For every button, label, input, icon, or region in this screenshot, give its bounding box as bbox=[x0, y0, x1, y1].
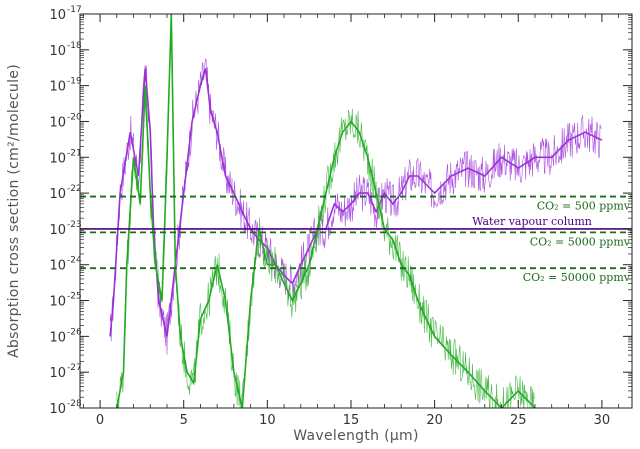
series-water-line bbox=[109, 68, 603, 337]
x-tick-label: 10 bbox=[259, 413, 276, 428]
x-tick-label: 15 bbox=[343, 413, 360, 428]
y-tick-exponent: -26 bbox=[67, 327, 82, 337]
x-tick-label: 20 bbox=[426, 413, 443, 428]
x-tick-label: 5 bbox=[180, 413, 188, 428]
reference-line-label-3: CO₂ = 50000 ppmv bbox=[523, 271, 631, 284]
y-tick-exponent: -24 bbox=[67, 256, 82, 266]
y-tick-exponent: -20 bbox=[67, 112, 82, 122]
reference-lines-layer bbox=[80, 195, 632, 270]
y-tick-exponent: -22 bbox=[67, 184, 82, 194]
reference-line-label-4: Water vapour column bbox=[472, 215, 592, 228]
y-tick-exponent: -19 bbox=[67, 77, 82, 87]
x-tick-label: 30 bbox=[594, 413, 611, 428]
y-tick-label: 10 bbox=[49, 366, 66, 381]
y-tick-label: 10 bbox=[49, 187, 66, 202]
y-tick-exponent: -23 bbox=[67, 220, 82, 230]
y-tick-exponent: -17 bbox=[67, 5, 82, 15]
y-tick-label: 10 bbox=[49, 151, 66, 166]
y-tick-exponent: -25 bbox=[67, 292, 82, 302]
series-water-spectrum bbox=[109, 58, 602, 355]
y-tick-label: 10 bbox=[49, 295, 66, 310]
series-layer bbox=[109, 14, 603, 408]
reference-line-label-2: CO₂ = 5000 ppmv bbox=[530, 235, 631, 248]
y-tick-label: 10 bbox=[49, 402, 66, 417]
x-tick-label: 0 bbox=[96, 413, 104, 428]
y-tick-label: 10 bbox=[49, 223, 66, 238]
label-layer: CO₂ = 500 ppmv CO₂ = 5000 ppmv CO₂ = 50000… bbox=[6, 64, 631, 444]
y-axis-title: Absorption cross section (cm²/molecule) bbox=[6, 64, 22, 358]
y-tick-label: 10 bbox=[49, 259, 66, 274]
y-tick-exponent: -18 bbox=[67, 41, 82, 51]
reference-line-label-1: CO₂ = 500 ppmv bbox=[537, 200, 631, 213]
y-tick-exponent: -27 bbox=[67, 363, 82, 373]
y-tick-exponent: -21 bbox=[67, 148, 82, 158]
x-axis-title: Wavelength (μm) bbox=[293, 428, 418, 444]
series-co2-line bbox=[116, 14, 536, 408]
y-tick-label: 10 bbox=[49, 80, 66, 95]
y-tick-exponent: -28 bbox=[67, 399, 82, 409]
plot-border bbox=[79, 13, 633, 409]
y-tick-label: 10 bbox=[49, 8, 66, 23]
plot-frame bbox=[79, 13, 633, 409]
y-tick-label: 10 bbox=[49, 330, 66, 345]
x-tick-label: 25 bbox=[510, 413, 527, 428]
y-tick-label: 10 bbox=[49, 44, 66, 59]
y-tick-label: 10 bbox=[49, 115, 66, 130]
